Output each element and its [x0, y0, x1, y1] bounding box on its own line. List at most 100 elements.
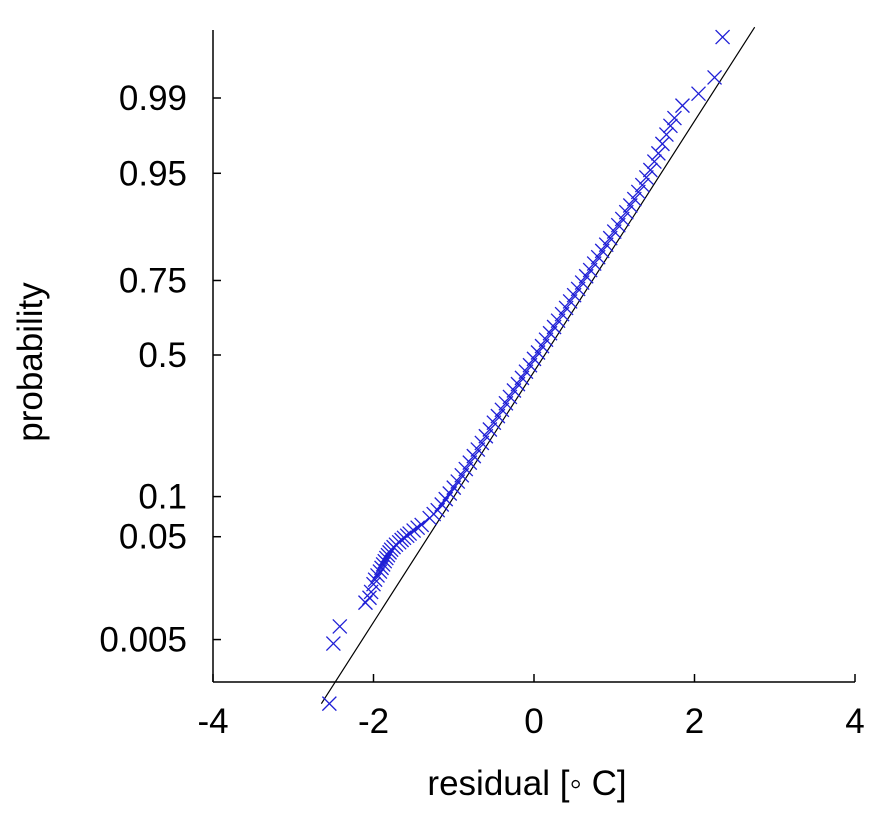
data-point-stroke: [370, 567, 385, 583]
data-point: [654, 136, 670, 152]
data-point-stroke: [321, 696, 337, 712]
y-tick-label: 0.005: [99, 621, 187, 660]
data-point: [554, 306, 570, 322]
data-point: [502, 389, 518, 405]
data-point-stroke: [462, 455, 478, 471]
data-point-stroke: [414, 517, 430, 533]
data-point-stroke: [498, 395, 514, 411]
data-point-stroke: [332, 619, 348, 634]
data-point-stroke: [454, 467, 470, 483]
data-point-stroke: [325, 636, 341, 652]
data-point: [372, 564, 388, 579]
data-point-stroke: [538, 332, 554, 348]
data-point-stroke: [366, 576, 381, 592]
data-point: [362, 590, 377, 606]
data-point: [638, 169, 654, 185]
data-point-stroke: [494, 402, 510, 418]
data-point-stroke: [510, 376, 526, 392]
data-point: [402, 526, 418, 542]
data-point: [586, 256, 602, 272]
data-point-stroke: [654, 136, 670, 152]
data-point-stroke: [554, 306, 570, 322]
data-point-stroke: [458, 461, 474, 477]
data-point-stroke: [470, 442, 486, 458]
data-point-stroke: [574, 275, 590, 291]
data-point: [494, 402, 510, 418]
data-point: [707, 70, 723, 85]
data-point: [558, 300, 574, 316]
data-point: [542, 325, 558, 341]
data-point: [518, 364, 534, 380]
data-point: [414, 517, 430, 533]
data-point: [630, 184, 646, 200]
data-point: [715, 29, 731, 45]
data-point-stroke: [542, 325, 558, 341]
data-point: [618, 204, 634, 220]
data-point: [691, 86, 706, 102]
data-point-stroke: [526, 351, 542, 367]
data-point-stroke: [618, 204, 634, 220]
data-point-stroke: [642, 162, 658, 178]
data-point: [626, 191, 642, 207]
data-point-stroke: [646, 154, 662, 170]
data-point-stroke: [598, 237, 614, 253]
data-point-stroke: [582, 262, 598, 278]
data-point-stroke: [650, 145, 666, 161]
data-point-stroke: [482, 422, 498, 437]
reference-line: [320, 26, 756, 704]
y-tick-label: 0.1: [138, 478, 187, 517]
data-point-stroke: [622, 198, 638, 213]
data-point: [406, 523, 422, 539]
tick-group: -4 -2 0 2 4 0.005 0.050.1 0.5 0.75 0.95 0.99: [99, 79, 864, 741]
marker-group: [321, 29, 731, 712]
data-point: [510, 376, 526, 392]
data-point: [526, 351, 542, 367]
data-point: [321, 696, 337, 712]
data-point-stroke: [602, 230, 618, 246]
data-point: [562, 294, 578, 309]
data-point: [486, 415, 502, 431]
y-tick-label: 0.75: [119, 261, 187, 300]
data-point: [478, 428, 494, 444]
data-point: [622, 198, 638, 213]
data-point-stroke: [406, 523, 422, 539]
data-point: [522, 357, 538, 373]
data-point: [642, 162, 658, 178]
y-axis-title: probability: [11, 282, 50, 442]
x-tick-label: -4: [197, 702, 228, 741]
data-point-stroke: [474, 435, 490, 451]
data-point: [598, 237, 614, 253]
data-point: [634, 177, 650, 193]
data-point-stroke: [550, 313, 566, 329]
data-point: [466, 448, 482, 464]
data-point: [458, 461, 474, 477]
data-point-stroke: [658, 127, 674, 143]
data-point-stroke: [610, 217, 626, 233]
data-point: [474, 435, 490, 451]
data-point: [367, 572, 383, 588]
data-point: [590, 249, 606, 265]
data-point-stroke: [502, 389, 518, 405]
data-point-stroke: [614, 211, 630, 227]
data-point: [332, 619, 348, 634]
data-point: [646, 154, 662, 170]
data-point-stroke: [490, 408, 506, 424]
data-point: [570, 281, 586, 297]
data-point: [366, 576, 381, 592]
data-point-stroke: [530, 345, 546, 360]
data-point-stroke: [478, 428, 494, 444]
data-point: [530, 345, 546, 360]
data-point: [574, 275, 590, 291]
data-point: [462, 455, 478, 471]
data-point: [666, 110, 682, 126]
data-point: [506, 383, 522, 398]
data-point-stroke: [402, 526, 418, 542]
data-point: [650, 145, 666, 161]
data-point-stroke: [534, 338, 550, 354]
data-point-stroke: [634, 177, 650, 193]
y-tick-label: 0.05: [119, 518, 187, 557]
data-point-stroke: [590, 249, 606, 265]
data-point: [550, 313, 566, 329]
data-point-stroke: [638, 169, 654, 185]
data-point-stroke: [675, 98, 690, 114]
